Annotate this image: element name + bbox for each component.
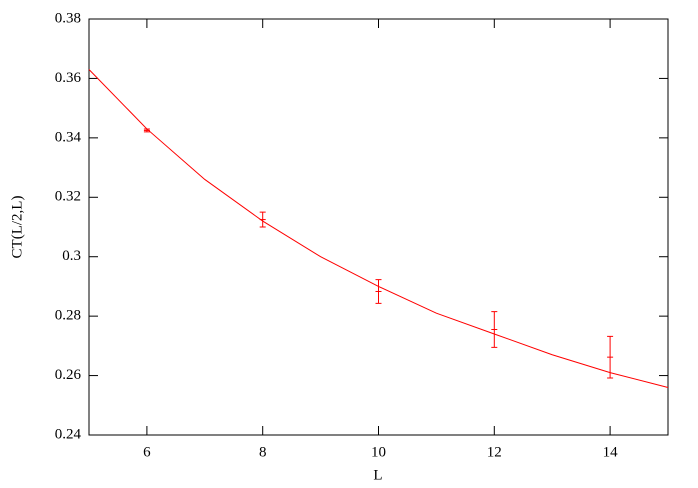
x-axis-label: L — [373, 467, 382, 483]
fit-line — [88, 69, 669, 388]
y-tick-label: 0.32 — [55, 189, 81, 205]
plot-frame — [88, 18, 669, 436]
y-tick-label: 0.24 — [55, 426, 82, 442]
x-tick-label: 6 — [143, 444, 151, 460]
x-tick-label: 10 — [371, 444, 386, 460]
y-tick-label: 0.28 — [55, 308, 81, 324]
x-tick-label: 14 — [603, 444, 619, 460]
y-tick-label: 0.36 — [55, 70, 82, 86]
y-axis-label: CT(L/2,L) — [9, 196, 25, 259]
y-tick-label: 0.34 — [55, 129, 82, 145]
x-tick-label: 12 — [487, 444, 502, 460]
y-tick-label: 0.3 — [62, 248, 81, 264]
y-tick-label: 0.26 — [55, 367, 82, 383]
x-tick-label: 8 — [259, 444, 267, 460]
y-tick-label: 0.38 — [55, 10, 81, 26]
